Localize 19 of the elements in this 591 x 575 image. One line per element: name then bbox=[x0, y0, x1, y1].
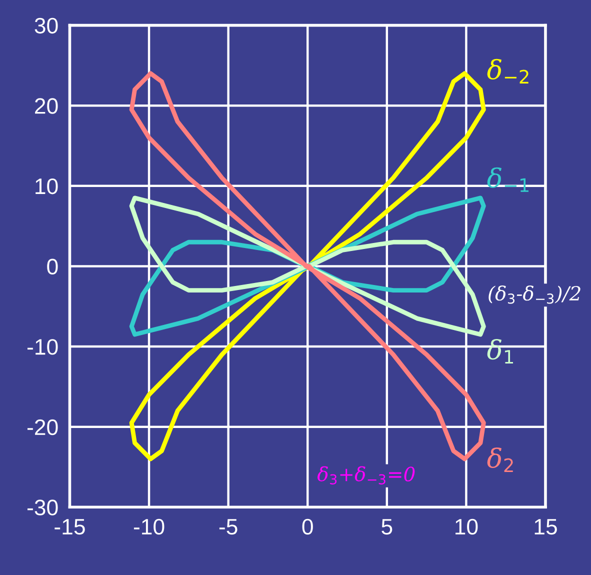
y-tick-label: 20 bbox=[35, 98, 58, 114]
y-tick-label: -30 bbox=[28, 500, 58, 516]
x-tick-label: 0 bbox=[302, 518, 313, 535]
y-tick-label: 10 bbox=[36, 178, 58, 194]
annotation: (δ$_{3}$-δ$_{−3}$)/2 bbox=[488, 286, 580, 304]
annotation: δ$_{3}$+δ$_{−3}$=0 bbox=[318, 466, 415, 484]
x-tick-label: -5 bbox=[219, 519, 238, 535]
series-label: δ$_{2}$ bbox=[487, 447, 513, 472]
x-tick-label: 10 bbox=[456, 518, 478, 535]
series-label: δ$_{−2}$ bbox=[487, 58, 528, 84]
x-tick-label: 5 bbox=[382, 519, 392, 535]
x-tick-label: -15 bbox=[54, 519, 85, 535]
y-tick-label: -20 bbox=[28, 419, 58, 436]
y-tick-label: 0 bbox=[47, 258, 58, 274]
y-tick-label: 30 bbox=[34, 18, 58, 34]
x-tick-label: -10 bbox=[134, 518, 164, 535]
x-tick-label: 15 bbox=[534, 519, 557, 535]
line-series bbox=[129, 71, 486, 462]
y-tick-label: -10 bbox=[28, 339, 58, 355]
